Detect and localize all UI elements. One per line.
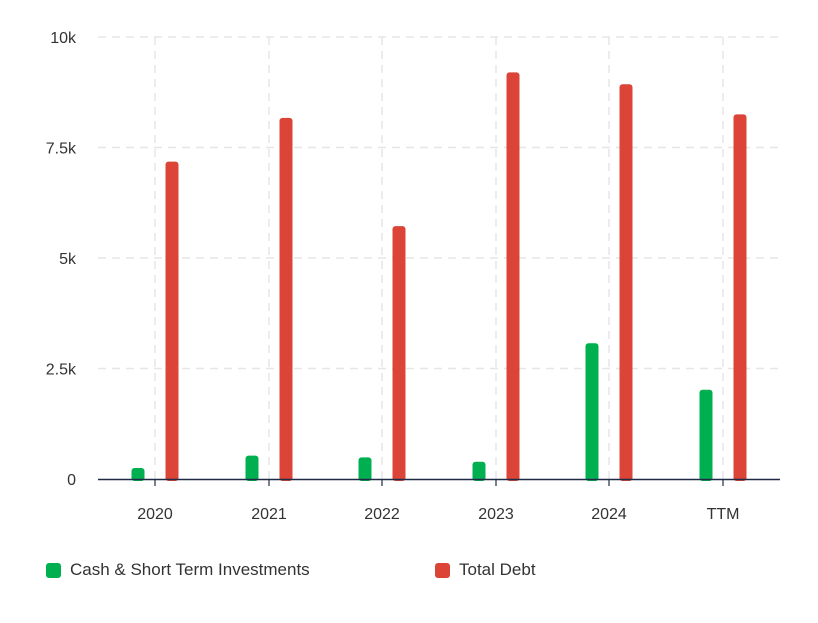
bar-cash-2022[interactable] — [358, 457, 372, 481]
bar-cash-TTM[interactable] — [699, 389, 713, 481]
y-tick-label: 2.5k — [46, 362, 77, 379]
grid-lines — [98, 36, 780, 479]
x-axis-ticks: 2020 2021 2022 2023 2024 TTM — [137, 479, 739, 523]
bar-cash-2023[interactable] — [472, 461, 486, 481]
legend-label-debt: Total Debt — [459, 560, 536, 579]
y-tick-label: 7.5k — [46, 141, 77, 158]
legend-item-cash[interactable]: Cash & Short Term Investments — [46, 560, 310, 580]
legend-swatch-debt — [435, 562, 450, 578]
bar-cash-2024[interactable] — [585, 343, 599, 481]
bar-debt-TTM[interactable] — [733, 114, 747, 481]
x-tick-label: 2022 — [364, 506, 400, 523]
x-tick-label: 2021 — [251, 506, 287, 523]
y-tick-label: 0 — [67, 472, 76, 489]
bar-cash-2021[interactable] — [245, 455, 259, 481]
legend-item-debt[interactable]: Total Debt — [435, 560, 536, 580]
x-tick-label: TTM — [707, 506, 740, 523]
bars — [131, 72, 747, 482]
legend: Cash & Short Term Investments Total Debt — [0, 560, 818, 584]
bar-debt-2020[interactable] — [165, 161, 179, 482]
y-tick-label: 5k — [59, 251, 77, 268]
x-tick-label: 2020 — [137, 506, 173, 523]
bar-debt-2023[interactable] — [506, 72, 520, 482]
y-tick-label: 10k — [50, 30, 77, 47]
x-tick-label: 2024 — [591, 506, 627, 523]
bar-debt-2022[interactable] — [392, 226, 406, 481]
y-axis-labels: 0 2.5k 5k 7.5k 10k — [46, 30, 77, 489]
legend-label-cash: Cash & Short Term Investments — [70, 560, 310, 579]
x-tick-label: 2023 — [478, 506, 514, 523]
bar-chart: 2020 2021 2022 2023 2024 TTM 0 2.5k 5k 7.5k 10k — [46, 30, 780, 523]
legend-swatch-cash — [46, 562, 61, 578]
bar-debt-2021[interactable] — [279, 117, 293, 482]
bar-debt-2024[interactable] — [619, 84, 633, 481]
bar-cash-2020[interactable] — [131, 467, 145, 481]
